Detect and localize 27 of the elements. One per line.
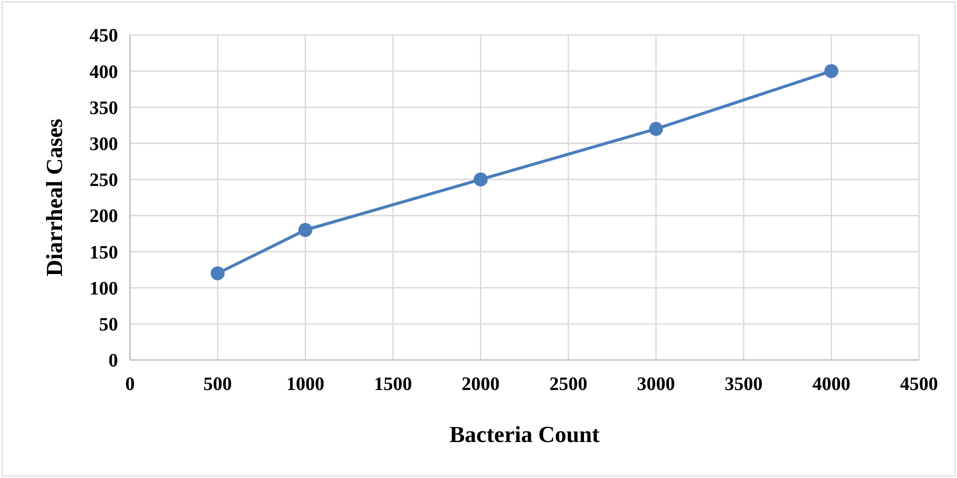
y-tick-label: 300 (90, 134, 118, 155)
x-tick-label: 4500 (900, 374, 938, 395)
y-tick-label: 150 (90, 242, 118, 264)
y-tick-label: 200 (90, 206, 118, 228)
x-tick-label: 500 (203, 374, 232, 395)
y-axis-title: Diarrheal Cases (42, 118, 67, 276)
y-tick-label: 0 (108, 350, 118, 372)
x-tick-label: 0 (125, 374, 135, 395)
x-tick-label: 1000 (286, 374, 324, 395)
x-tick-label: 3500 (724, 374, 763, 395)
y-tick-label: 450 (90, 26, 118, 47)
x-tick-label: 4000 (812, 374, 850, 395)
point (210, 266, 225, 280)
y-tick-label: 50 (99, 314, 118, 336)
point (474, 172, 488, 186)
point (824, 64, 838, 78)
y-tick-label: 400 (90, 62, 118, 83)
y-tick-label: 100 (90, 278, 118, 300)
y-tick-label: 350 (90, 98, 118, 119)
x-tick-label: 1500 (374, 374, 412, 395)
x-tick-label: 2000 (462, 374, 500, 395)
point (649, 122, 663, 136)
point (298, 223, 312, 237)
x-tick-label: 2500 (549, 374, 588, 395)
x-axis-title: Bacteria Count (449, 422, 600, 447)
x-tick-label: 3000 (637, 374, 675, 395)
y-tick-label: 250 (90, 170, 118, 192)
